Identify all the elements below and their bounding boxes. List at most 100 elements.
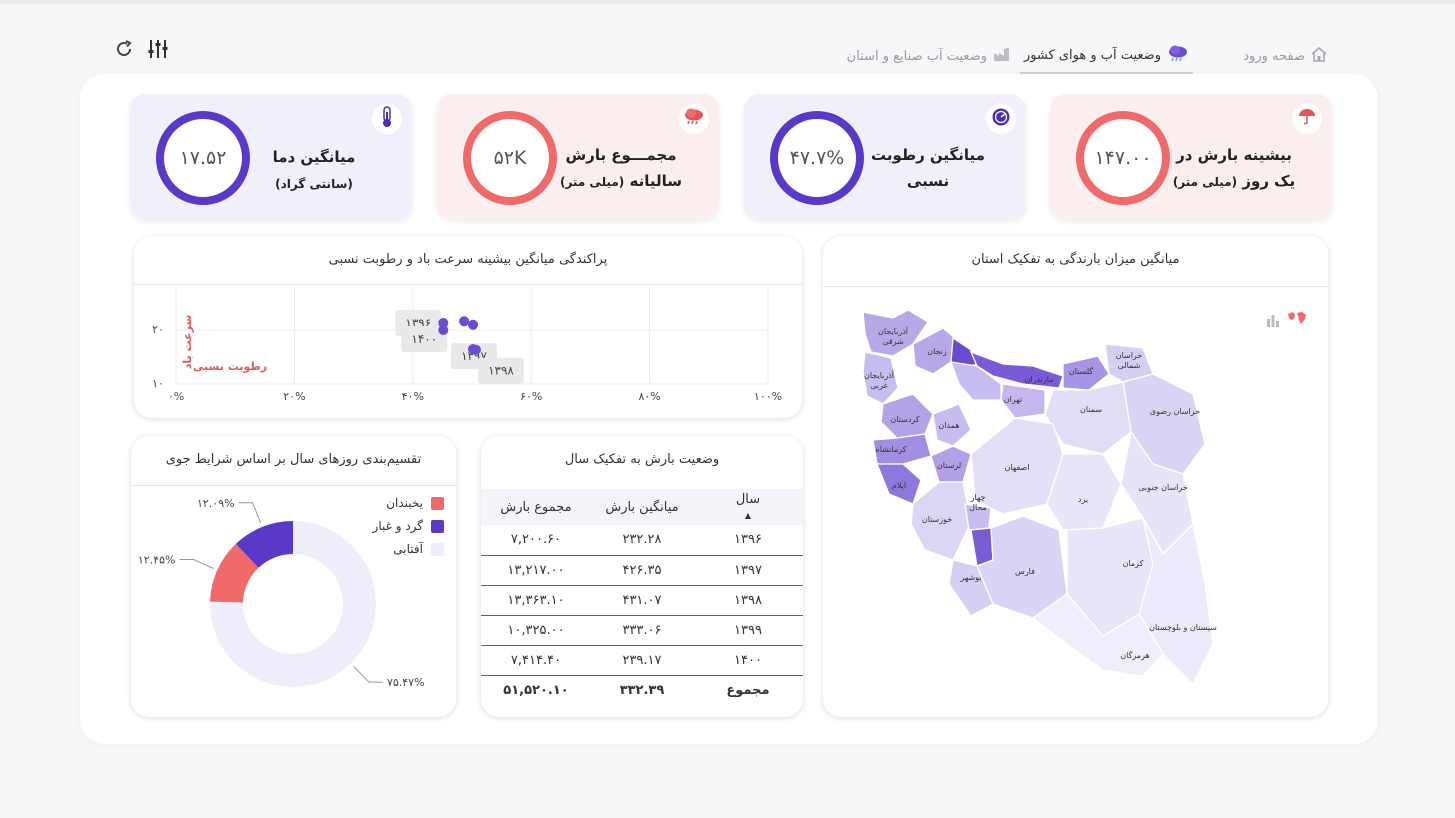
kpi-title: مجمـــوع بارش سالیانه (میلی متر) <box>551 142 691 195</box>
legend-item-frost[interactable]: یخبندان <box>386 496 444 510</box>
filter-button[interactable] <box>145 38 171 64</box>
tab-home[interactable]: صفحه ورود <box>1243 38 1327 74</box>
legend-swatch <box>431 519 444 533</box>
map-label: چهار <box>970 493 986 502</box>
tab-country-weather-label: وضعیت آب و هوای کشور <box>1023 47 1161 63</box>
kpi-value-ring: ۴۷.۷% <box>770 111 864 205</box>
map-label: ایلام <box>892 481 906 490</box>
kpi-title: بیشینه بارش در یک روز (میلی متر) <box>1164 144 1304 195</box>
cell-year: ۱۳۹۶ <box>693 525 803 556</box>
table-row[interactable]: ۱۳۹۹ ۳۳۳.۰۶ ۱۰,۳۲۵.۰۰ <box>481 615 803 646</box>
map-label: کردستان <box>890 415 919 424</box>
tab-industry-water[interactable]: وضعیت آب صنایع و استان <box>847 38 1011 74</box>
col-header-year[interactable]: سال ▲ <box>693 489 803 525</box>
kpi-title-line1: میانگین دما <box>272 148 356 166</box>
cell-total: ۷,۲۰۰.۶۰ <box>481 525 591 556</box>
rain-cloud-icon-badge <box>679 104 709 134</box>
refresh-button[interactable] <box>111 38 137 64</box>
donut-leader-line <box>238 502 262 524</box>
scatter-point-label: ۱۴۰۰ <box>411 332 437 346</box>
map-label: آذربایجان <box>864 370 895 380</box>
kpi-value: ۱۴۷.۰۰ <box>1094 147 1152 169</box>
map-label: مازندران <box>1025 375 1054 384</box>
donut-slice <box>235 521 293 568</box>
refresh-icon <box>114 39 134 63</box>
scatter-point <box>468 319 478 330</box>
scatter-point <box>438 318 449 329</box>
map-label: یزد <box>1078 495 1088 504</box>
province-semnan <box>1044 381 1132 455</box>
cell-year: ۱۴۰۰ <box>693 645 803 676</box>
legend-label: گرد و غبار <box>372 519 423 533</box>
scatter-x-tick: ۱۰۰% <box>754 390 782 403</box>
map-label: خراسان جنوبی <box>1138 483 1188 492</box>
map-label: آذربایجان <box>878 326 909 336</box>
bar-chart-icon[interactable] <box>1266 312 1280 331</box>
province-kohgiluyeh <box>970 527 994 567</box>
table-row[interactable]: ۱۴۰۰ ۲۳۹.۱۷ ۷,۴۱۴.۴۰ <box>481 645 803 676</box>
kpi-title-line1: بیشینه بارش در <box>1176 146 1292 164</box>
factory-icon <box>993 47 1011 66</box>
legend-item-sunny[interactable]: آفتابی <box>393 542 444 556</box>
scatter-y-tick: ۱۰ <box>152 377 164 390</box>
kpi-title-line1: مجمـــوع بارش <box>565 146 677 164</box>
donut-slice-label: ۱۲.۴۵% <box>138 554 176 567</box>
kpi-avg-humidity: میانگین رطوبت نسبی ۴۷.۷% <box>744 94 1026 220</box>
kpi-value-ring: ۱۷.۵۲ <box>156 111 250 205</box>
province-ilam <box>876 463 922 505</box>
kpi-value-ring: ۵۲K <box>463 111 557 205</box>
map-label: سمنان <box>1080 405 1102 414</box>
map-label: فارس <box>1015 567 1035 576</box>
map-label: زنجان <box>927 347 947 356</box>
thermometer-icon-badge <box>372 104 402 134</box>
scatter-y-axis-label: سرعت باد <box>181 315 194 370</box>
cell-total: ۱۰,۳۲۵.۰۰ <box>481 615 591 646</box>
gauge-icon <box>991 107 1011 131</box>
scatter-grid: ۰% ۲۰% ۴۰% ۶۰% ۸۰% ۱۰۰% ۲۰ ۱۰ <box>152 286 782 403</box>
map-label: هرمزگان <box>1120 650 1149 660</box>
province-rain-map-card: میانگین میزان بارندگی به تفکیک استان <box>823 236 1328 717</box>
table-row[interactable]: ۱۳۹۶ ۲۳۲.۲۸ ۷,۲۰۰.۶۰ <box>481 525 803 556</box>
weather-days-donut-card: تقسیم‌بندی روزهای سال بر اساس شرایط جوی … <box>131 436 456 717</box>
map-label: شرقی <box>882 337 904 346</box>
donut-slice <box>210 543 259 603</box>
kpi-max-daily-rain: بیشینه بارش در یک روز (میلی متر) ۱۴۷.۰۰ <box>1050 94 1332 220</box>
sort-asc-icon[interactable]: ▲ <box>744 511 752 520</box>
tab-country-weather[interactable]: وضعیت آب و هوای کشور <box>1019 38 1193 74</box>
scatter-x-tick: ۸۰% <box>638 390 660 403</box>
kpi-value: ۴۷.۷% <box>789 147 845 169</box>
world-map-icon[interactable] <box>1286 310 1308 331</box>
table-row[interactable]: ۱۳۹۷ ۴۲۶.۳۵ ۱۳,۲۱۷.۰۰ <box>481 555 803 586</box>
kpi-unit: (سانتی گراد) <box>275 177 353 191</box>
map-label: بوشهر <box>959 573 981 582</box>
cell-total-avg: ۳۳۲.۳۹ <box>619 682 665 698</box>
scatter-points <box>438 316 481 355</box>
cell-avg: ۲۳۲.۲۸ <box>591 525 693 556</box>
legend-item-dust[interactable]: گرد و غبار <box>373 519 444 533</box>
kpi-value-ring: ۱۴۷.۰۰ <box>1076 111 1170 205</box>
province-khuzestan <box>910 481 972 561</box>
col-header-total[interactable]: مجموع بارش <box>481 489 591 525</box>
umbrella-icon <box>1298 108 1316 130</box>
map-title: میانگین میزان بارندگی به تفکیک استان <box>971 252 1180 267</box>
cell-avg: ۴۳۱.۰۷ <box>591 585 693 616</box>
table-row[interactable]: ۱۳۹۸ ۴۳۱.۰۷ ۱۳,۳۶۳.۱۰ <box>481 585 803 616</box>
kpi-value: ۵۲K <box>493 147 527 169</box>
kpi-title-line2: نسبی <box>906 172 950 190</box>
map-label: کرمان <box>1123 559 1144 568</box>
cell-avg: ۲۳۹.۱۷ <box>591 645 693 676</box>
map-label: سیستان و بلوچستان <box>1149 623 1217 632</box>
map-label: شمالی <box>1118 361 1141 370</box>
cell-total: ۱۳,۳۶۳.۱۰ <box>481 585 591 616</box>
donut-title: تقسیم‌بندی روزهای سال بر اساس شرایط جوی <box>165 452 422 467</box>
legend-swatch <box>431 542 444 556</box>
col-header-avg[interactable]: میانگین بارش <box>591 489 693 525</box>
tab-industry-water-label: وضعیت آب صنایع و استان <box>846 48 987 64</box>
cell-total-sum: ۵۱,۵۲۰.۱۰ <box>503 682 569 698</box>
kpi-unit: (میلی متر) <box>559 175 625 189</box>
kpi-avg-temp: میانگین دما (سانتی گراد) ۱۷.۵۲ <box>130 94 412 220</box>
legend-label: آفتابی <box>393 542 423 556</box>
donut-chart[interactable]: ۷۵.۴۷% ۱۲.۴۵% ۱۲.۰۹% <box>131 436 456 717</box>
